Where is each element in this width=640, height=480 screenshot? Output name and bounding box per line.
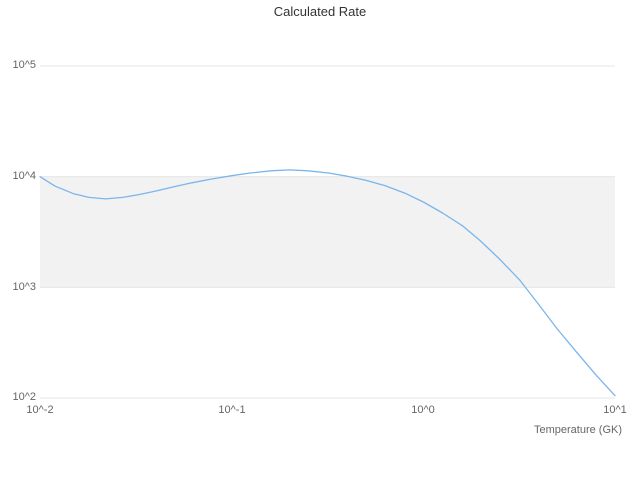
y-tick-1e4: 10^4 [12, 170, 36, 182]
x-tick-1e1: 10^1 [603, 404, 627, 416]
y-tick-1e3: 10^3 [12, 281, 36, 293]
chart-title: Calculated Rate [273, 4, 367, 19]
alternate-band [40, 176, 615, 288]
rate-series-line [39, 169, 616, 397]
x-axis-title: Temperature (GK) [533, 424, 622, 436]
y-tick-1e2: 10^2 [12, 391, 36, 403]
y-tick-1e5: 10^5 [12, 59, 36, 71]
y-gridlines [40, 65, 615, 399]
x-tick-1e-1: 10^-1 [218, 404, 246, 416]
x-tick-1e-2: 10^-2 [26, 404, 54, 416]
x-tick-1e0: 10^0 [411, 404, 435, 416]
